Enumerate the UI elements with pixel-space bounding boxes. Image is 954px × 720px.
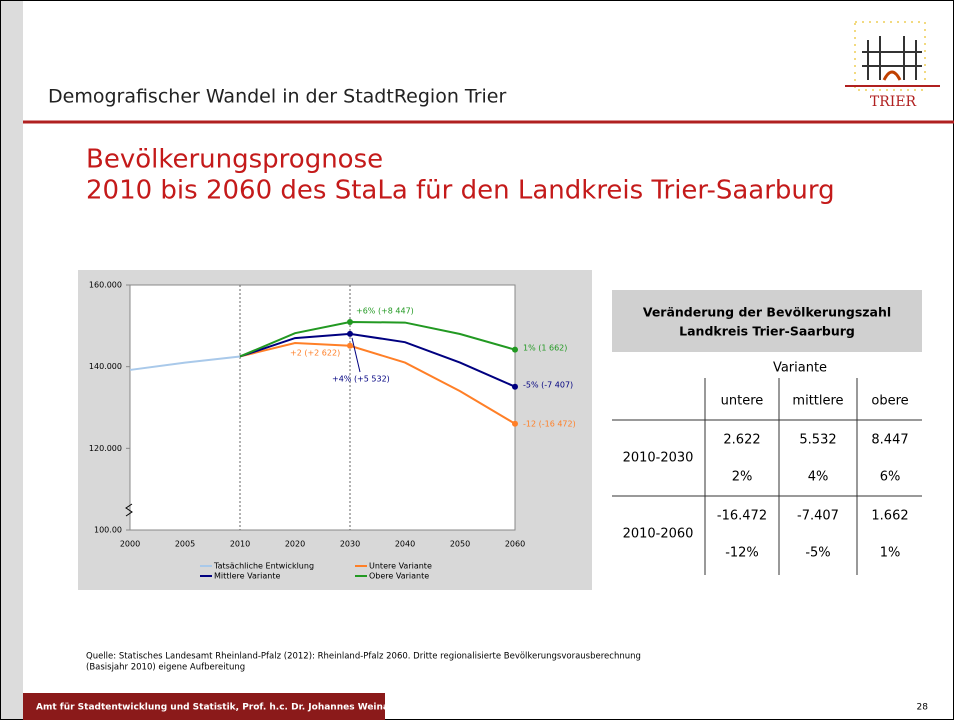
x-tick-label: 2020 [285, 540, 305, 549]
slide-title: 2010 bis 2060 des StaLa für den Landkrei… [86, 176, 835, 206]
point [512, 420, 518, 427]
annotation: +4% (+5 532) [332, 375, 390, 384]
legend-label: Mittlere Variante [214, 572, 280, 581]
x-tick-label: 2000 [120, 540, 140, 549]
row-label: 2010-2030 [623, 451, 694, 466]
y-tick-label: 100.00 [94, 526, 122, 535]
series-line [239, 332, 516, 388]
annotation: -12 (-16 472) [523, 420, 576, 429]
logo-stars [854, 21, 926, 91]
source: (Basisjahr 2010) eigene Aufbereitung [86, 663, 245, 673]
annotation: +2 (+2 622) [290, 349, 340, 358]
legend-label: Tatsächliche Entwicklung [213, 562, 314, 571]
column-header: mittlere [792, 394, 843, 409]
axis-break [125, 503, 133, 517]
table-lines [612, 378, 922, 575]
source: Quelle: Statisches Landesamt Rheinland-P… [86, 652, 641, 662]
cell: 2% [732, 470, 753, 485]
x-tick-label: 2005 [175, 540, 195, 549]
x-tick-label: 2010 [230, 540, 250, 549]
logo-gate [862, 36, 922, 80]
table-header-box [612, 290, 922, 352]
side-strip [1, 1, 23, 719]
annotation: 1% (1 662) [523, 344, 567, 353]
annotation: +6% (+8 447) [356, 307, 414, 316]
cell: -5% [805, 546, 830, 561]
y-tick-label: 160.000 [89, 281, 122, 290]
row-label: 2010-2060 [623, 527, 694, 542]
table-group: Variante [773, 361, 827, 376]
cell: 1.662 [871, 509, 908, 524]
column-header: untere [721, 394, 764, 409]
legend-label: Obere Variante [369, 572, 429, 581]
cell: 6% [880, 470, 901, 485]
point [347, 342, 353, 349]
plot-area [129, 284, 516, 531]
cell: -12% [725, 546, 759, 561]
point [512, 346, 518, 353]
page-number: 28 [917, 703, 929, 713]
x-tick-label: 2060 [505, 540, 525, 549]
y-tick-label: 120.000 [89, 444, 122, 453]
cell: 2.622 [723, 433, 760, 448]
point [512, 383, 518, 390]
footer-bar [23, 693, 385, 720]
x-tick-label: 2040 [395, 540, 415, 549]
annotation: -5% (-7 407) [523, 381, 573, 390]
cell: -7.407 [797, 509, 839, 524]
series-line [129, 355, 241, 371]
footer-text: Amt für Stadtentwicklung und Statistik, … [36, 703, 488, 713]
series-line [239, 320, 516, 358]
series-line [239, 341, 516, 425]
cell: 8.447 [871, 433, 908, 448]
slide-title: Bevölkerungsprognose [86, 145, 383, 175]
cell: 5.532 [799, 433, 836, 448]
cell: 4% [808, 470, 829, 485]
header-title: Demografischer Wandel in der StadtRegion… [48, 86, 506, 108]
annotation-arrow [351, 337, 361, 373]
y-tick-label: 140.000 [89, 362, 122, 371]
legend-label: Untere Variante [369, 562, 432, 571]
point [347, 318, 353, 325]
logo: TRIER [845, 21, 940, 110]
table-title: Veränderung der Bevölkerungszahl [643, 305, 891, 320]
cell: 1% [880, 546, 901, 561]
x-tick-label: 2050 [450, 540, 470, 549]
logo-arch [882, 70, 902, 81]
point [347, 330, 353, 337]
cell: -16.472 [717, 509, 767, 524]
table-title: Landkreis Trier-Saarburg [679, 324, 855, 339]
logo-text: TRIER [870, 94, 917, 110]
x-tick-label: 2030 [340, 540, 360, 549]
column-header: obere [871, 394, 908, 409]
